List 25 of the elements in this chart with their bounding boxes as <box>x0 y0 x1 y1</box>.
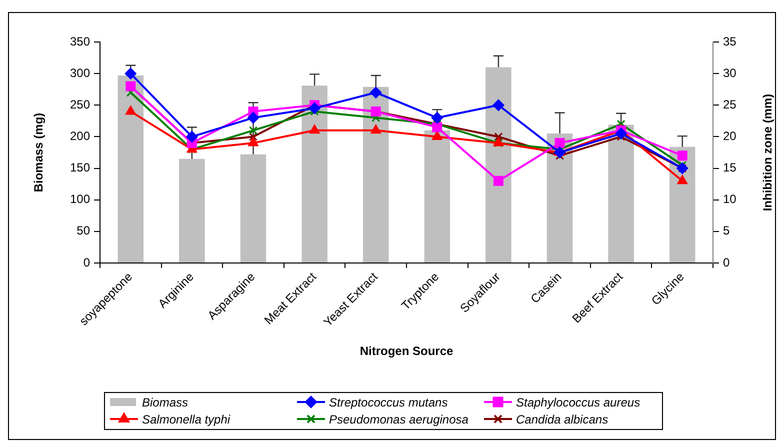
y2-tick-label: 20 <box>723 129 737 144</box>
y2-tick-label: 35 <box>723 34 737 48</box>
y-tick-label: 100 <box>70 192 90 206</box>
y2-tick-label: 30 <box>723 66 737 80</box>
y-tick-label: 300 <box>70 66 90 80</box>
legend-label: Salmonella typhi <box>142 412 230 426</box>
y2-tick-label: 10 <box>723 192 737 206</box>
y2-tick-label: 5 <box>723 224 730 238</box>
y-tick-label: 350 <box>70 34 90 48</box>
y2-tick-label: 0 <box>723 255 730 270</box>
y2-tick-label: 25 <box>723 97 737 112</box>
y-tick-label: 0 <box>83 255 90 270</box>
x-axis-title: Nitrogen Source <box>360 344 454 358</box>
y2-tick-label: 15 <box>723 160 737 175</box>
legend-label: Candida albicans <box>516 412 608 426</box>
legend-label: Streptococcus mutans <box>329 395 448 410</box>
y-tick-label: 250 <box>70 97 90 112</box>
legend-label: Pseudomonas aeruginosa <box>329 412 469 426</box>
legend-label: Staphylococcus aureus <box>516 395 640 410</box>
y-axis-title: Biomass (mg) <box>32 112 46 192</box>
y-tick-label: 150 <box>70 160 90 175</box>
y-tick-label: 200 <box>70 129 90 144</box>
y-tick-label: 50 <box>76 224 90 238</box>
y2-axis-title: Inhibition zone (mm) <box>760 94 774 212</box>
legend-label: Biomass <box>142 395 188 410</box>
